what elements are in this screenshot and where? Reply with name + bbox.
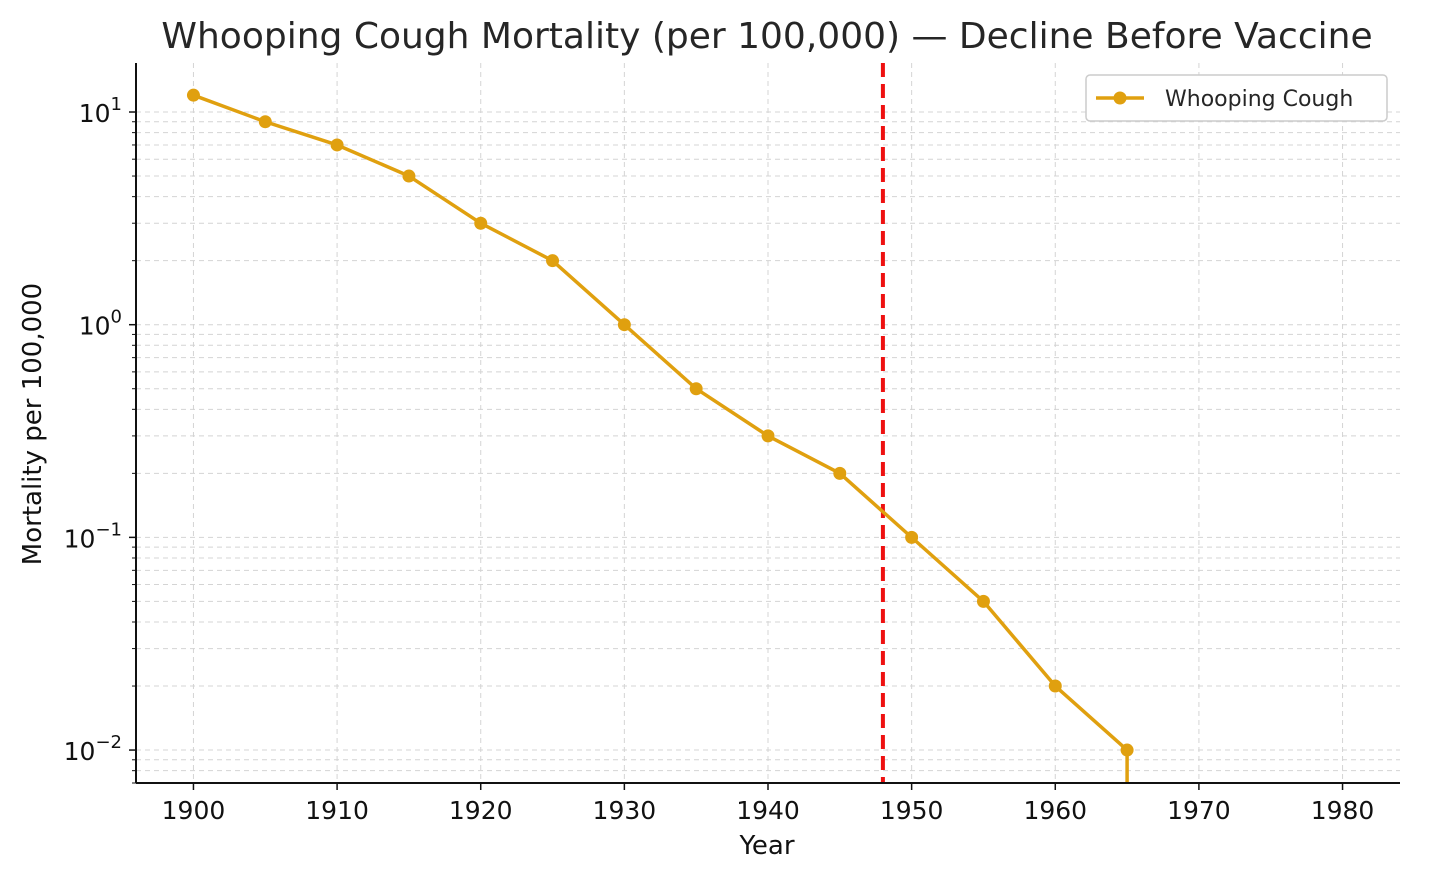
y-axis-label: Mortality per 100,000	[18, 283, 48, 565]
data-point	[546, 254, 560, 268]
chart-title: Whooping Cough Mortality (per 100,000) —…	[161, 16, 1372, 57]
y-tick-label: 10−1	[64, 519, 122, 553]
x-tick-label: 1960	[1023, 796, 1087, 825]
y-tick-labels: 101 100 10−1 10−2	[64, 94, 136, 784]
x-tick-label: 1920	[449, 796, 513, 825]
data-point	[186, 88, 200, 102]
legend-label: Whooping Cough	[1165, 87, 1353, 112]
x-tick-label: 1950	[880, 796, 944, 825]
series-layer	[186, 88, 1134, 783]
data-point	[617, 318, 631, 332]
data-point	[689, 382, 703, 396]
data-point	[905, 530, 919, 544]
data-point	[976, 594, 990, 608]
x-tick-label: 1910	[305, 796, 369, 825]
legend-box	[1085, 74, 1388, 122]
x-axis-label: Year	[738, 831, 794, 861]
data-point	[833, 466, 847, 480]
y-tick-label: 100	[79, 307, 122, 341]
data-point	[1120, 743, 1134, 757]
x-tick-label: 1930	[593, 796, 657, 825]
data-point	[330, 138, 344, 152]
data-point	[258, 115, 272, 129]
data-point	[761, 429, 775, 443]
series-line	[192, 93, 1129, 783]
y-tick-label: 101	[79, 94, 122, 128]
data-point	[402, 169, 416, 183]
x-tick-label: 1980	[1311, 796, 1375, 825]
x-tick-label: 1940	[736, 796, 800, 825]
y-tick-label: 10−2	[64, 732, 122, 766]
legend-marker	[1113, 91, 1127, 105]
grid	[136, 63, 1400, 784]
x-tick-label: 1970	[1167, 796, 1231, 825]
x-tick-label: 1900	[162, 796, 226, 825]
data-point	[474, 216, 488, 230]
x-tick-labels: 1900 1910 1920 1930 1940 1950 1960 1970 1980	[162, 783, 1375, 825]
legend: Whooping Cough	[1085, 74, 1388, 122]
data-point	[1048, 679, 1062, 693]
